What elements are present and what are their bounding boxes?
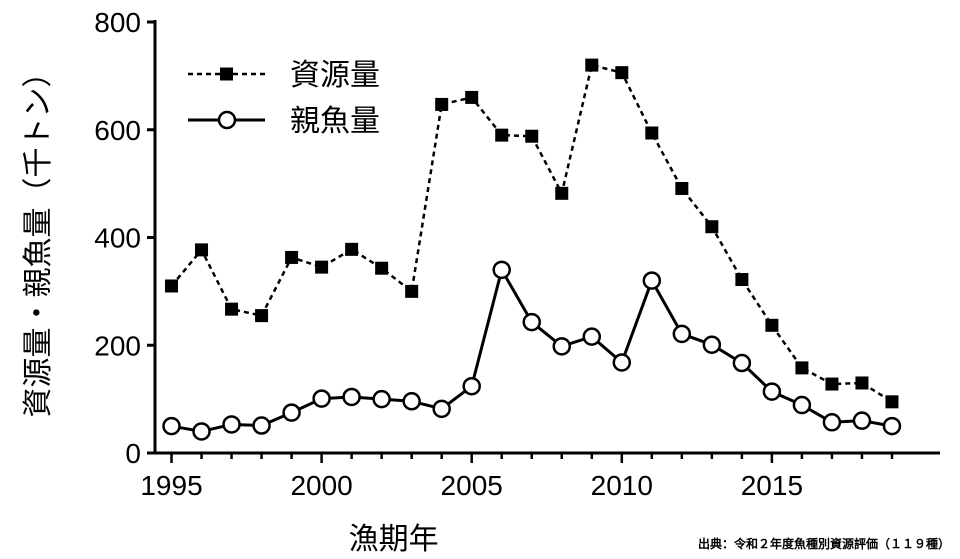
legend-label-2: 親魚量	[290, 104, 380, 139]
data-point-square	[225, 302, 239, 316]
data-point-square	[195, 243, 209, 257]
y-tick-label: 800	[94, 7, 141, 38]
y-tick-label: 200	[94, 330, 141, 361]
data-point-circle	[822, 413, 842, 432]
data-point-square	[495, 128, 509, 142]
data-point-square	[795, 361, 809, 375]
series-group	[162, 58, 902, 441]
data-point-circle	[672, 324, 692, 344]
y-tick-label: 600	[94, 115, 141, 146]
data-point-circle	[882, 416, 902, 436]
data-point-square	[735, 273, 749, 287]
data-point-circle	[792, 395, 812, 415]
legend-marker-circle	[217, 110, 237, 130]
data-point-circle	[462, 376, 481, 396]
series-line-2	[171, 268, 893, 433]
data-point-circle	[642, 271, 662, 290]
data-point-square	[285, 250, 299, 264]
data-point-circle	[522, 312, 541, 332]
data-point-circle	[372, 389, 391, 409]
data-point-square	[255, 309, 269, 323]
data-point-square	[375, 261, 389, 275]
data-point-square	[345, 242, 359, 256]
y-axis-title: 資源量・親魚量（千トン）	[21, 58, 56, 418]
data-point-square	[405, 284, 419, 298]
data-point-square	[765, 318, 779, 332]
y-tick-label: 400	[94, 223, 141, 254]
data-point-circle	[432, 399, 451, 419]
data-point-circle	[612, 353, 632, 372]
ticks: 0 200 400 600 800 1995 2000 2005 2010 2015	[94, 7, 894, 501]
data-point-circle	[762, 382, 782, 401]
data-point-circle	[312, 389, 331, 408]
data-point-circle	[282, 403, 301, 422]
data-point-circle	[702, 335, 722, 354]
data-point-circle	[342, 387, 361, 407]
data-point-square	[435, 97, 449, 111]
x-tick-label: 1995	[140, 470, 202, 501]
data-point-square	[525, 129, 539, 143]
data-point-square	[165, 279, 179, 293]
source-note: 出典：令和２年度魚種別資源評価（１１９種）	[698, 536, 950, 551]
data-point-square	[465, 90, 479, 104]
data-point-circle	[162, 416, 181, 436]
series-line-1	[170, 63, 893, 403]
data-point-square	[705, 220, 719, 234]
axes	[153, 20, 940, 455]
x-axis-title: 漁期年	[349, 522, 439, 557]
data-point-circle	[552, 337, 572, 356]
x-tick-label: 2000	[290, 470, 352, 501]
x-tick-label: 2010	[591, 470, 653, 501]
data-point-circle	[582, 327, 602, 346]
x-tick-label: 2005	[441, 470, 503, 501]
data-point-square	[825, 377, 839, 391]
data-point-circle	[852, 411, 872, 430]
data-point-square	[885, 395, 899, 409]
data-point-square	[855, 376, 869, 390]
x-tick-label: 2015	[741, 470, 803, 501]
data-point-square	[315, 260, 329, 274]
data-point-circle	[492, 260, 511, 280]
data-point-circle	[192, 422, 211, 441]
legend-marker-square	[220, 67, 233, 81]
data-point-circle	[222, 415, 241, 434]
y-tick-label: 0	[125, 438, 141, 469]
data-point-circle	[252, 416, 271, 435]
data-point-square	[675, 181, 689, 195]
data-point-circle	[732, 353, 752, 373]
data-point-square	[555, 186, 569, 200]
data-point-square	[615, 66, 629, 80]
data-point-square	[645, 126, 659, 140]
data-point-circle	[402, 392, 421, 411]
data-point-square	[585, 58, 599, 72]
legend-label-1: 資源量	[290, 58, 380, 93]
